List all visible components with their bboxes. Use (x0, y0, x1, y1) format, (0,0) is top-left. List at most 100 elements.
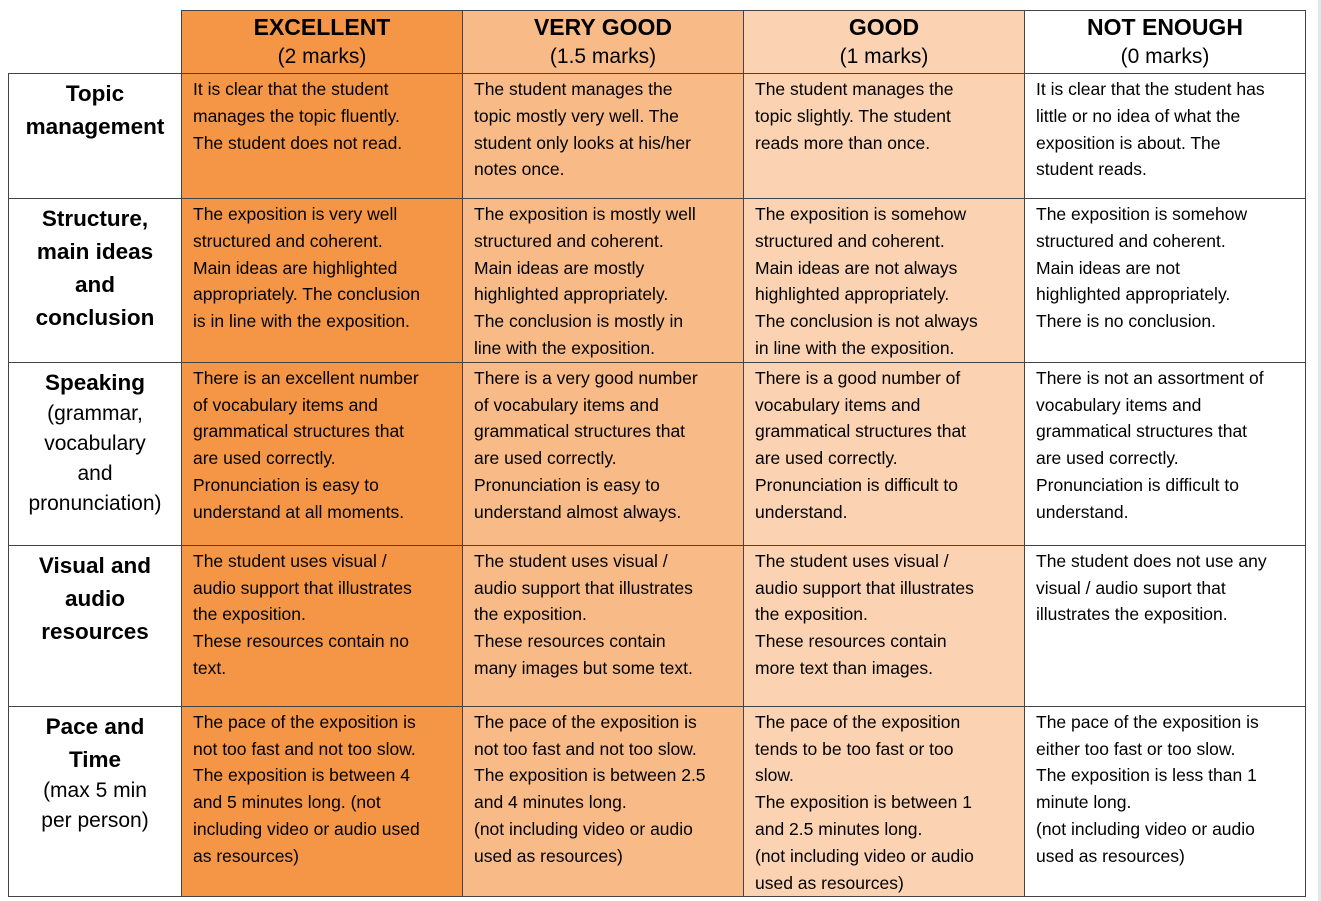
descriptor-line: and 5 minutes long. (not (193, 792, 381, 813)
descriptor-line: The student manages the (474, 79, 673, 99)
level-marks: (2 marks) (277, 45, 367, 68)
criterion-name-line: audio (65, 585, 125, 611)
descriptor-line: the exposition. (193, 604, 306, 625)
level-title: VERY GOOD (533, 14, 673, 40)
criterion-name-line: Topic (65, 81, 125, 106)
descriptor-line: of vocabulary items and (193, 394, 378, 415)
descriptor-line: student only looks at his/her (474, 132, 691, 153)
descriptor-line: Pronunciation is easy to (193, 474, 379, 495)
criterion-name-cell: Structure, main ideas and conclusion (8, 198, 182, 363)
descriptor-line: The pace of the exposition (755, 711, 961, 732)
descriptor-line: The exposition is between 1 (755, 792, 972, 813)
descriptor-line: are used correctly. (755, 448, 898, 469)
descriptor-line: and 4 minutes long. (474, 792, 627, 813)
descriptor-line: grammatical structures that (1036, 421, 1248, 442)
criterion-note-line: (grammar, (47, 401, 143, 425)
descriptor-line: audio support that illustrates (474, 577, 693, 598)
descriptor-line: The exposition is somehow (1036, 204, 1248, 224)
descriptor-line: grammatical structures that (755, 421, 967, 442)
criterion-row: Structure, main ideas and conclusion The exp… (8, 198, 1306, 363)
descriptor-line: (not including video or audio (1036, 818, 1255, 839)
descriptor-line: topic mostly very well. The (474, 105, 679, 126)
descriptor-line: manages the topic fluently. (193, 105, 400, 126)
descriptor-line: text. (193, 657, 227, 678)
criterion-name-line: Structure, (41, 206, 149, 231)
descriptor-excellent: The student uses visual / audio support t… (181, 544, 463, 707)
level-marks: (1 marks) (839, 45, 929, 68)
descriptor-excellent: There is an excellent number of vocabular… (181, 361, 463, 546)
descriptor-line: are used correctly. (193, 448, 336, 469)
descriptor-line: Main ideas are not (1036, 257, 1180, 278)
descriptor-line: used as resources) (755, 872, 904, 893)
criterion-name-line: resources (41, 618, 149, 644)
criterion-note-line: per person) (41, 808, 149, 832)
descriptor-excellent: It is clear that the student manages the … (181, 73, 463, 199)
descriptor-line: more text than images. (755, 657, 933, 678)
descriptor-line: The student uses visual / (755, 550, 949, 571)
descriptor-line: structured and coherent. (193, 230, 383, 251)
level-header-not-enough: NOT ENOUGH (0 marks) (1024, 10, 1306, 74)
descriptor-good: The exposition is somehow structured and … (743, 198, 1025, 363)
criterion-name-cell: Topic management (8, 73, 182, 199)
descriptor-line: The exposition is between 2.5 (474, 765, 706, 786)
descriptor-very-good: The student uses visual / audio support t… (462, 544, 744, 707)
descriptor-line: structured and coherent. (474, 230, 664, 251)
descriptor-line: notes once. (474, 159, 565, 180)
descriptor-line: grammatical structures that (474, 421, 686, 442)
descriptor-line: The student manages the (755, 79, 954, 99)
descriptor-line: the exposition. (474, 604, 587, 625)
criterion-name-line: conclusion (35, 305, 155, 330)
descriptor-line: There is not an assortment of (1036, 367, 1264, 388)
descriptor-line: line with the exposition. (474, 337, 655, 358)
descriptor-line: are used correctly. (1036, 448, 1179, 469)
descriptor-line: These resources contain (474, 631, 666, 652)
descriptor-line: structured and coherent. (1036, 230, 1226, 251)
descriptor-line: Pronunciation is difficult to (1036, 474, 1239, 495)
descriptor-line: Main ideas are highlighted (193, 257, 398, 278)
descriptor-line: The student uses visual / (193, 550, 387, 571)
criterion-name-cell: Visual and audio resources (8, 544, 182, 707)
descriptor-line: minute long. (1036, 792, 1132, 813)
descriptor-good: The student uses visual / audio support t… (743, 544, 1025, 707)
criterion-name-cell: Pace and Time (max 5 min per person) (8, 705, 182, 898)
descriptor-line: grammatical structures that (193, 421, 405, 442)
descriptor-good: The student manages the topic slightly. T… (743, 73, 1025, 199)
criterion-note-line: and (77, 461, 113, 485)
descriptor-not-enough: The pace of the exposition is either too … (1024, 705, 1306, 898)
descriptor-line: There is no conclusion. (1036, 311, 1216, 332)
criterion-row: Pace and Time (max 5 min per person) The pac… (8, 705, 1306, 898)
descriptor-line: as resources) (193, 845, 300, 866)
descriptor-line: is in line with the exposition. (193, 311, 410, 332)
descriptor-line: understand. (1036, 501, 1129, 522)
descriptor-line: The exposition is somehow (755, 204, 967, 224)
descriptor-line: The student uses visual / (474, 550, 668, 571)
descriptor-line: slow. (755, 765, 794, 786)
descriptor-line: reads more than once. (755, 132, 931, 153)
descriptor-line: Pronunciation is easy to (474, 474, 660, 495)
descriptor-line: The exposition is very well (193, 204, 398, 224)
criterion-name-line: and (74, 272, 115, 297)
descriptor-line: The conclusion is mostly in (474, 311, 684, 332)
criterion-name-line: management (25, 114, 165, 139)
rubric-body: Topic management It is clear that the stud… (8, 73, 1306, 898)
descriptor-line: The pace of the exposition is (1036, 711, 1259, 732)
criterion-note-line: (max 5 min (43, 778, 147, 802)
criterion-row: Topic management It is clear that the stud… (8, 73, 1306, 199)
descriptor-line: not too fast and not too slow. (474, 738, 697, 759)
descriptor-excellent: The exposition is very well structured an… (181, 198, 463, 363)
descriptor-line: Main ideas are not always (755, 257, 958, 278)
descriptor-line: (not including video or audio (474, 818, 693, 839)
criterion-name-line: Time (68, 746, 122, 772)
criterion-note-line: pronunciation) (28, 491, 162, 515)
descriptor-line: The exposition is between 4 (193, 765, 410, 786)
descriptor-line: and 2.5 minutes long. (755, 818, 923, 839)
descriptor-not-enough: There is not an assortment of vocabulary … (1024, 361, 1306, 546)
descriptor-good: There is a good number of vocabulary item… (743, 361, 1025, 546)
descriptor-line: There is a very good number (474, 367, 698, 388)
descriptor-line: audio support that illustrates (755, 577, 974, 598)
descriptor-not-enough: It is clear that the student has little o… (1024, 73, 1306, 199)
criterion-name-line: Visual and (38, 552, 152, 578)
descriptor-not-enough: The student does not use any visual / aud… (1024, 544, 1306, 707)
descriptor-very-good: The pace of the exposition is not too fas… (462, 705, 744, 898)
descriptor-line: understand almost always. (474, 501, 682, 522)
